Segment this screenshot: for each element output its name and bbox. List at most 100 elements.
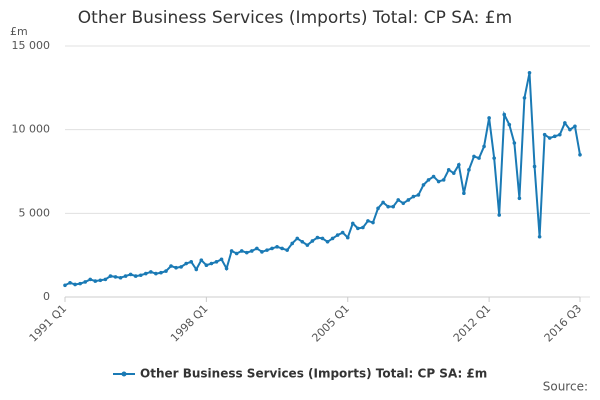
data-point xyxy=(138,273,143,278)
data-point xyxy=(330,236,335,241)
data-point xyxy=(174,265,178,270)
data-point xyxy=(234,251,239,256)
x-tick-label: 2005 Q1 xyxy=(309,302,352,345)
data-point xyxy=(265,248,269,252)
data-point xyxy=(512,141,517,145)
data-point xyxy=(416,193,421,197)
data-point xyxy=(128,272,133,277)
data-point xyxy=(143,271,148,276)
legend-marker xyxy=(121,371,127,377)
data-point xyxy=(300,239,305,244)
data-point xyxy=(285,248,289,252)
data-point xyxy=(73,282,77,287)
data-point xyxy=(451,171,456,175)
data-point xyxy=(214,260,219,264)
data-point xyxy=(537,234,542,239)
data-point xyxy=(578,152,582,157)
data-point xyxy=(568,127,572,132)
data-point xyxy=(345,235,350,240)
data-point xyxy=(558,132,562,137)
data-point xyxy=(381,200,385,205)
data-point xyxy=(487,116,491,120)
data-point xyxy=(472,154,476,159)
data-point xyxy=(305,243,310,247)
data-point xyxy=(527,70,532,75)
data-point xyxy=(169,264,173,268)
data-point xyxy=(517,196,522,201)
data-point xyxy=(401,201,406,206)
data-point xyxy=(356,226,360,231)
data-point xyxy=(386,204,390,209)
data-point xyxy=(563,121,567,125)
data-point xyxy=(219,257,224,262)
y-tick-label: 10 000 xyxy=(12,123,51,136)
data-point xyxy=(78,281,82,286)
x-tick-label: 1998 Q1 xyxy=(168,302,211,345)
data-point xyxy=(467,168,471,172)
data-point xyxy=(290,241,295,246)
data-point xyxy=(244,250,249,255)
data-point xyxy=(159,270,163,275)
data-point xyxy=(108,274,113,278)
chart-title: Other Business Services (Imports) Total:… xyxy=(78,8,512,28)
data-point xyxy=(239,249,244,253)
data-point xyxy=(270,246,274,251)
data-point xyxy=(295,236,300,241)
data-point xyxy=(275,245,279,249)
data-point xyxy=(250,249,254,253)
data-point xyxy=(199,258,204,262)
data-point xyxy=(547,136,552,140)
data-point xyxy=(93,279,98,283)
data-point xyxy=(396,198,401,202)
data-point xyxy=(457,163,461,167)
data-point xyxy=(361,225,365,230)
data-point xyxy=(335,233,340,237)
data-point xyxy=(63,283,67,288)
data-point xyxy=(497,213,502,217)
data-point xyxy=(118,275,123,280)
data-point xyxy=(371,220,375,225)
data-point xyxy=(189,260,194,264)
x-tick-label: 2016 Q3 xyxy=(542,302,585,345)
data-point xyxy=(426,178,431,182)
data-point xyxy=(83,280,87,284)
data-point xyxy=(391,204,395,209)
data-point xyxy=(431,174,436,179)
data-point xyxy=(280,246,284,251)
data-point xyxy=(103,277,108,282)
data-point xyxy=(255,246,259,251)
data-point xyxy=(184,261,188,266)
data-point xyxy=(224,266,229,271)
data-point xyxy=(436,179,441,184)
data-point xyxy=(320,236,325,241)
data-point xyxy=(229,249,234,253)
data-point xyxy=(310,239,315,243)
data-point xyxy=(350,221,355,226)
data-line xyxy=(64,72,581,287)
data-point xyxy=(260,250,264,254)
data-point xyxy=(573,124,577,129)
data-point xyxy=(406,198,411,202)
data-point xyxy=(441,178,446,182)
data-point xyxy=(411,194,416,199)
data-point xyxy=(340,230,345,235)
data-point xyxy=(552,134,557,139)
data-point xyxy=(462,191,466,196)
data-point xyxy=(325,239,330,244)
data-point xyxy=(492,156,496,160)
data-point xyxy=(123,274,128,278)
data-point xyxy=(482,144,486,149)
y-tick-label: 15 000 xyxy=(12,39,51,52)
data-point xyxy=(542,132,547,137)
data-point xyxy=(522,96,527,100)
data-point xyxy=(532,164,537,169)
source: Source: xyxy=(543,380,588,394)
data-point xyxy=(179,265,183,269)
data-point xyxy=(98,278,103,283)
data-point xyxy=(477,156,481,160)
y-tick-label: 5 000 xyxy=(19,206,51,219)
data-point xyxy=(194,267,199,272)
data-point xyxy=(149,270,153,274)
data-point xyxy=(113,275,118,279)
data-point xyxy=(421,183,426,187)
